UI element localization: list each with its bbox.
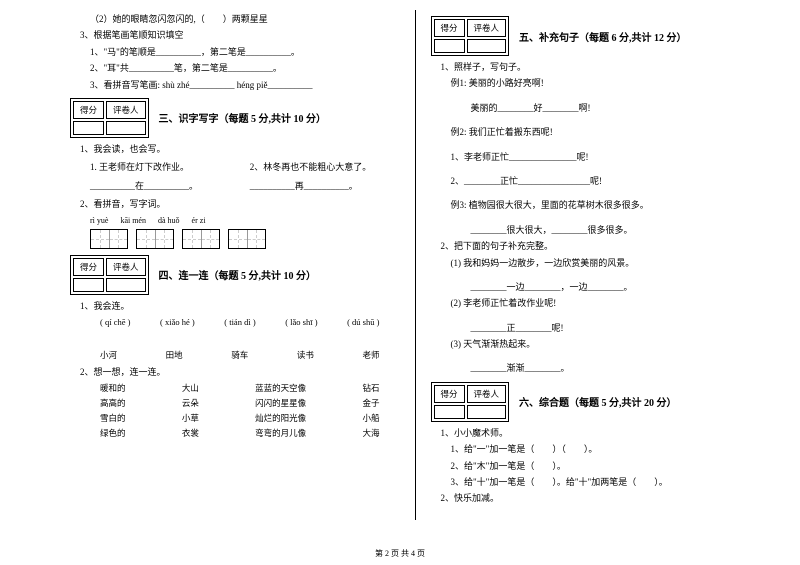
score-label: 得分 bbox=[73, 101, 104, 119]
m: 蓝蓝的天空像 bbox=[255, 382, 306, 394]
sec6-q1-1: 1、给"一"加一笔是（ ）（ ）。 bbox=[451, 442, 761, 456]
sec5-q1: 1、照样子，写句子。 bbox=[441, 60, 761, 74]
score-box-5: 得分评卷人 bbox=[431, 16, 510, 56]
sec5-q2-2b: ________正________呢! bbox=[471, 321, 761, 335]
m: 读书 bbox=[297, 349, 314, 361]
m: 灿烂的阳光像 bbox=[255, 412, 306, 424]
m: ( dú shū ) bbox=[347, 317, 379, 327]
m: 大山 bbox=[182, 382, 199, 394]
section-4-head: 得分评卷人 四、连一连（每题 5 分,共计 10 分） bbox=[70, 255, 400, 295]
char-grid bbox=[136, 229, 174, 249]
match2-r4: 绿色的 衣裳 弯弯的月儿像 大海 bbox=[100, 427, 380, 439]
sec3-q2: 2、看拼音，写字词。 bbox=[80, 197, 400, 211]
m: 小船 bbox=[362, 412, 379, 424]
score-box-3: 得分评卷人 bbox=[70, 98, 149, 138]
match1-top: ( qí chē ) ( xiǎo hé ) ( tián dì ) ( lǎo… bbox=[100, 317, 380, 327]
match2-r3: 雪白的 小草 灿烂的阳光像 小船 bbox=[100, 412, 380, 424]
page-footer: 第 2 页 共 4 页 bbox=[0, 548, 800, 559]
m: 小河 bbox=[100, 349, 117, 361]
match1-bot: 小河 田地 骑车 读书 老师 bbox=[100, 349, 380, 361]
section-3-head: 得分评卷人 三、识字写字（每题 5 分,共计 10 分） bbox=[70, 98, 400, 138]
sec5-q2-3b: ________渐渐________。 bbox=[471, 361, 761, 375]
sec5-q2-1: (1) 我和妈妈一边散步，一边欣赏美丽的风景。 bbox=[451, 256, 761, 270]
m: 高高的 bbox=[100, 397, 126, 409]
m: 雪白的 bbox=[100, 412, 126, 424]
char-grid bbox=[228, 229, 266, 249]
char-grid-row bbox=[90, 229, 400, 249]
sec3-q1: 1、我会读，也会写。 bbox=[80, 142, 400, 156]
m: 骑车 bbox=[231, 349, 248, 361]
section-4-title: 四、连一连（每题 5 分,共计 10 分） bbox=[159, 267, 317, 282]
ex2-line2: 2、________正忙________________呢! bbox=[451, 174, 761, 188]
m: 小草 bbox=[182, 412, 199, 424]
grader-label: 评卷人 bbox=[467, 19, 507, 37]
m: 暖和的 bbox=[100, 382, 126, 394]
score-label: 得分 bbox=[73, 258, 104, 276]
m: 弯弯的月儿像 bbox=[255, 427, 306, 439]
m: 老师 bbox=[362, 349, 379, 361]
sec3-q1-2: 2、林冬再也不能粗心大意了。 bbox=[250, 160, 400, 174]
q2-2-text: （2）她的眼睛忽闪忽闪的,（ ）两颗星星 bbox=[90, 12, 400, 26]
q3-text: 3、根据笔画笔顺知识填空 bbox=[80, 28, 400, 42]
m: 大海 bbox=[362, 427, 379, 439]
pinyin-4: ér zi bbox=[192, 216, 206, 225]
sec3-blank1: __________在__________。 bbox=[90, 179, 240, 193]
q3-1: 1、"马"的笔顺是__________，第二笔是__________。 bbox=[90, 45, 400, 59]
left-column: （2）她的眼睛忽闪忽闪的,（ ）两颗星星 3、根据笔画笔顺知识填空 1、"马"的… bbox=[70, 10, 416, 520]
match2-r1: 暖和的 大山 蓝蓝的天空像 钻石 bbox=[100, 382, 380, 394]
m: ( tián dì ) bbox=[224, 317, 255, 327]
sec6-q2: 2、快乐加减。 bbox=[441, 491, 761, 505]
q3-2: 2、"耳"共__________笔，第二笔是__________。 bbox=[90, 61, 400, 75]
grader-label: 评卷人 bbox=[106, 258, 146, 276]
sec5-q2-3: (3) 天气渐渐热起来。 bbox=[451, 337, 761, 351]
section-6-head: 得分评卷人 六、综合题（每题 5 分,共计 20 分） bbox=[431, 382, 761, 422]
right-column: 得分评卷人 五、补充句子（每题 6 分,共计 12 分） 1、照样子，写句子。 … bbox=[416, 10, 761, 520]
ex2-line1: 1、李老师正忙_______________呢! bbox=[451, 150, 761, 164]
sec4-q1: 1、我会连。 bbox=[80, 299, 400, 313]
sec4-q2: 2、想一想，连一连。 bbox=[80, 365, 400, 379]
m: 闪闪的星星像 bbox=[255, 397, 306, 409]
sec5-q2: 2、把下面的句子补充完整。 bbox=[441, 239, 761, 253]
pinyin-row: rì yuè kāi mén dà huǒ ér zi bbox=[90, 216, 400, 225]
sec3-blank2: __________再__________。 bbox=[250, 179, 400, 193]
pinyin-3: dà huǒ bbox=[158, 216, 180, 225]
m: ( lǎo shī ) bbox=[285, 317, 317, 327]
score-box-4: 得分评卷人 bbox=[70, 255, 149, 295]
pinyin-2: kāi mén bbox=[120, 216, 146, 225]
m: 衣裳 bbox=[182, 427, 199, 439]
section-5-head: 得分评卷人 五、补充句子（每题 6 分,共计 12 分） bbox=[431, 16, 761, 56]
score-label: 得分 bbox=[434, 385, 465, 403]
ex3: 例3: 植物园很大很大，里面的花草树木很多很多。 bbox=[451, 198, 761, 212]
sec3-q1-1: 1. 王老师在灯下改作业。 bbox=[90, 160, 240, 174]
m: 钻石 bbox=[362, 382, 379, 394]
ex1-line: 美丽的________好________啊! bbox=[471, 101, 761, 115]
grader-label: 评卷人 bbox=[106, 101, 146, 119]
ex2: 例2: 我们正忙着搬东西呢! bbox=[451, 125, 761, 139]
m: 绿色的 bbox=[100, 427, 126, 439]
section-3-title: 三、识字写字（每题 5 分,共计 10 分） bbox=[159, 110, 327, 125]
sec6-q1-3: 3、给"十"加一笔是（ ）。给"十"加两笔是（ ）。 bbox=[451, 475, 761, 489]
m: ( xiǎo hé ) bbox=[160, 317, 195, 327]
m: ( qí chē ) bbox=[100, 317, 130, 327]
sec5-q2-2: (2) 李老师正忙着改作业呢! bbox=[451, 296, 761, 310]
section-5-title: 五、补充句子（每题 6 分,共计 12 分） bbox=[519, 29, 687, 44]
m: 金子 bbox=[362, 397, 379, 409]
grader-label: 评卷人 bbox=[467, 385, 507, 403]
pinyin-1: rì yuè bbox=[90, 216, 108, 225]
char-grid bbox=[182, 229, 220, 249]
sec6-q1: 1、小小魔术师。 bbox=[441, 426, 761, 440]
q3-3: 3、看拼音写笔画: shù zhé__________ héng piě____… bbox=[90, 78, 400, 92]
section-6-title: 六、综合题（每题 5 分,共计 20 分） bbox=[519, 394, 677, 409]
match2-r2: 高高的 云朵 闪闪的星星像 金子 bbox=[100, 397, 380, 409]
sec6-q1-2: 2、给"木"加一笔是（ ）。 bbox=[451, 459, 761, 473]
ex1: 例1: 美丽的小路好亮啊! bbox=[451, 76, 761, 90]
score-box-6: 得分评卷人 bbox=[431, 382, 510, 422]
m: 云朵 bbox=[182, 397, 199, 409]
sec5-q2-1b: ________一边________，一边________。 bbox=[471, 280, 761, 294]
score-label: 得分 bbox=[434, 19, 465, 37]
m: 田地 bbox=[166, 349, 183, 361]
char-grid bbox=[90, 229, 128, 249]
ex3-line: ________很大很大，________很多很多。 bbox=[471, 223, 761, 237]
